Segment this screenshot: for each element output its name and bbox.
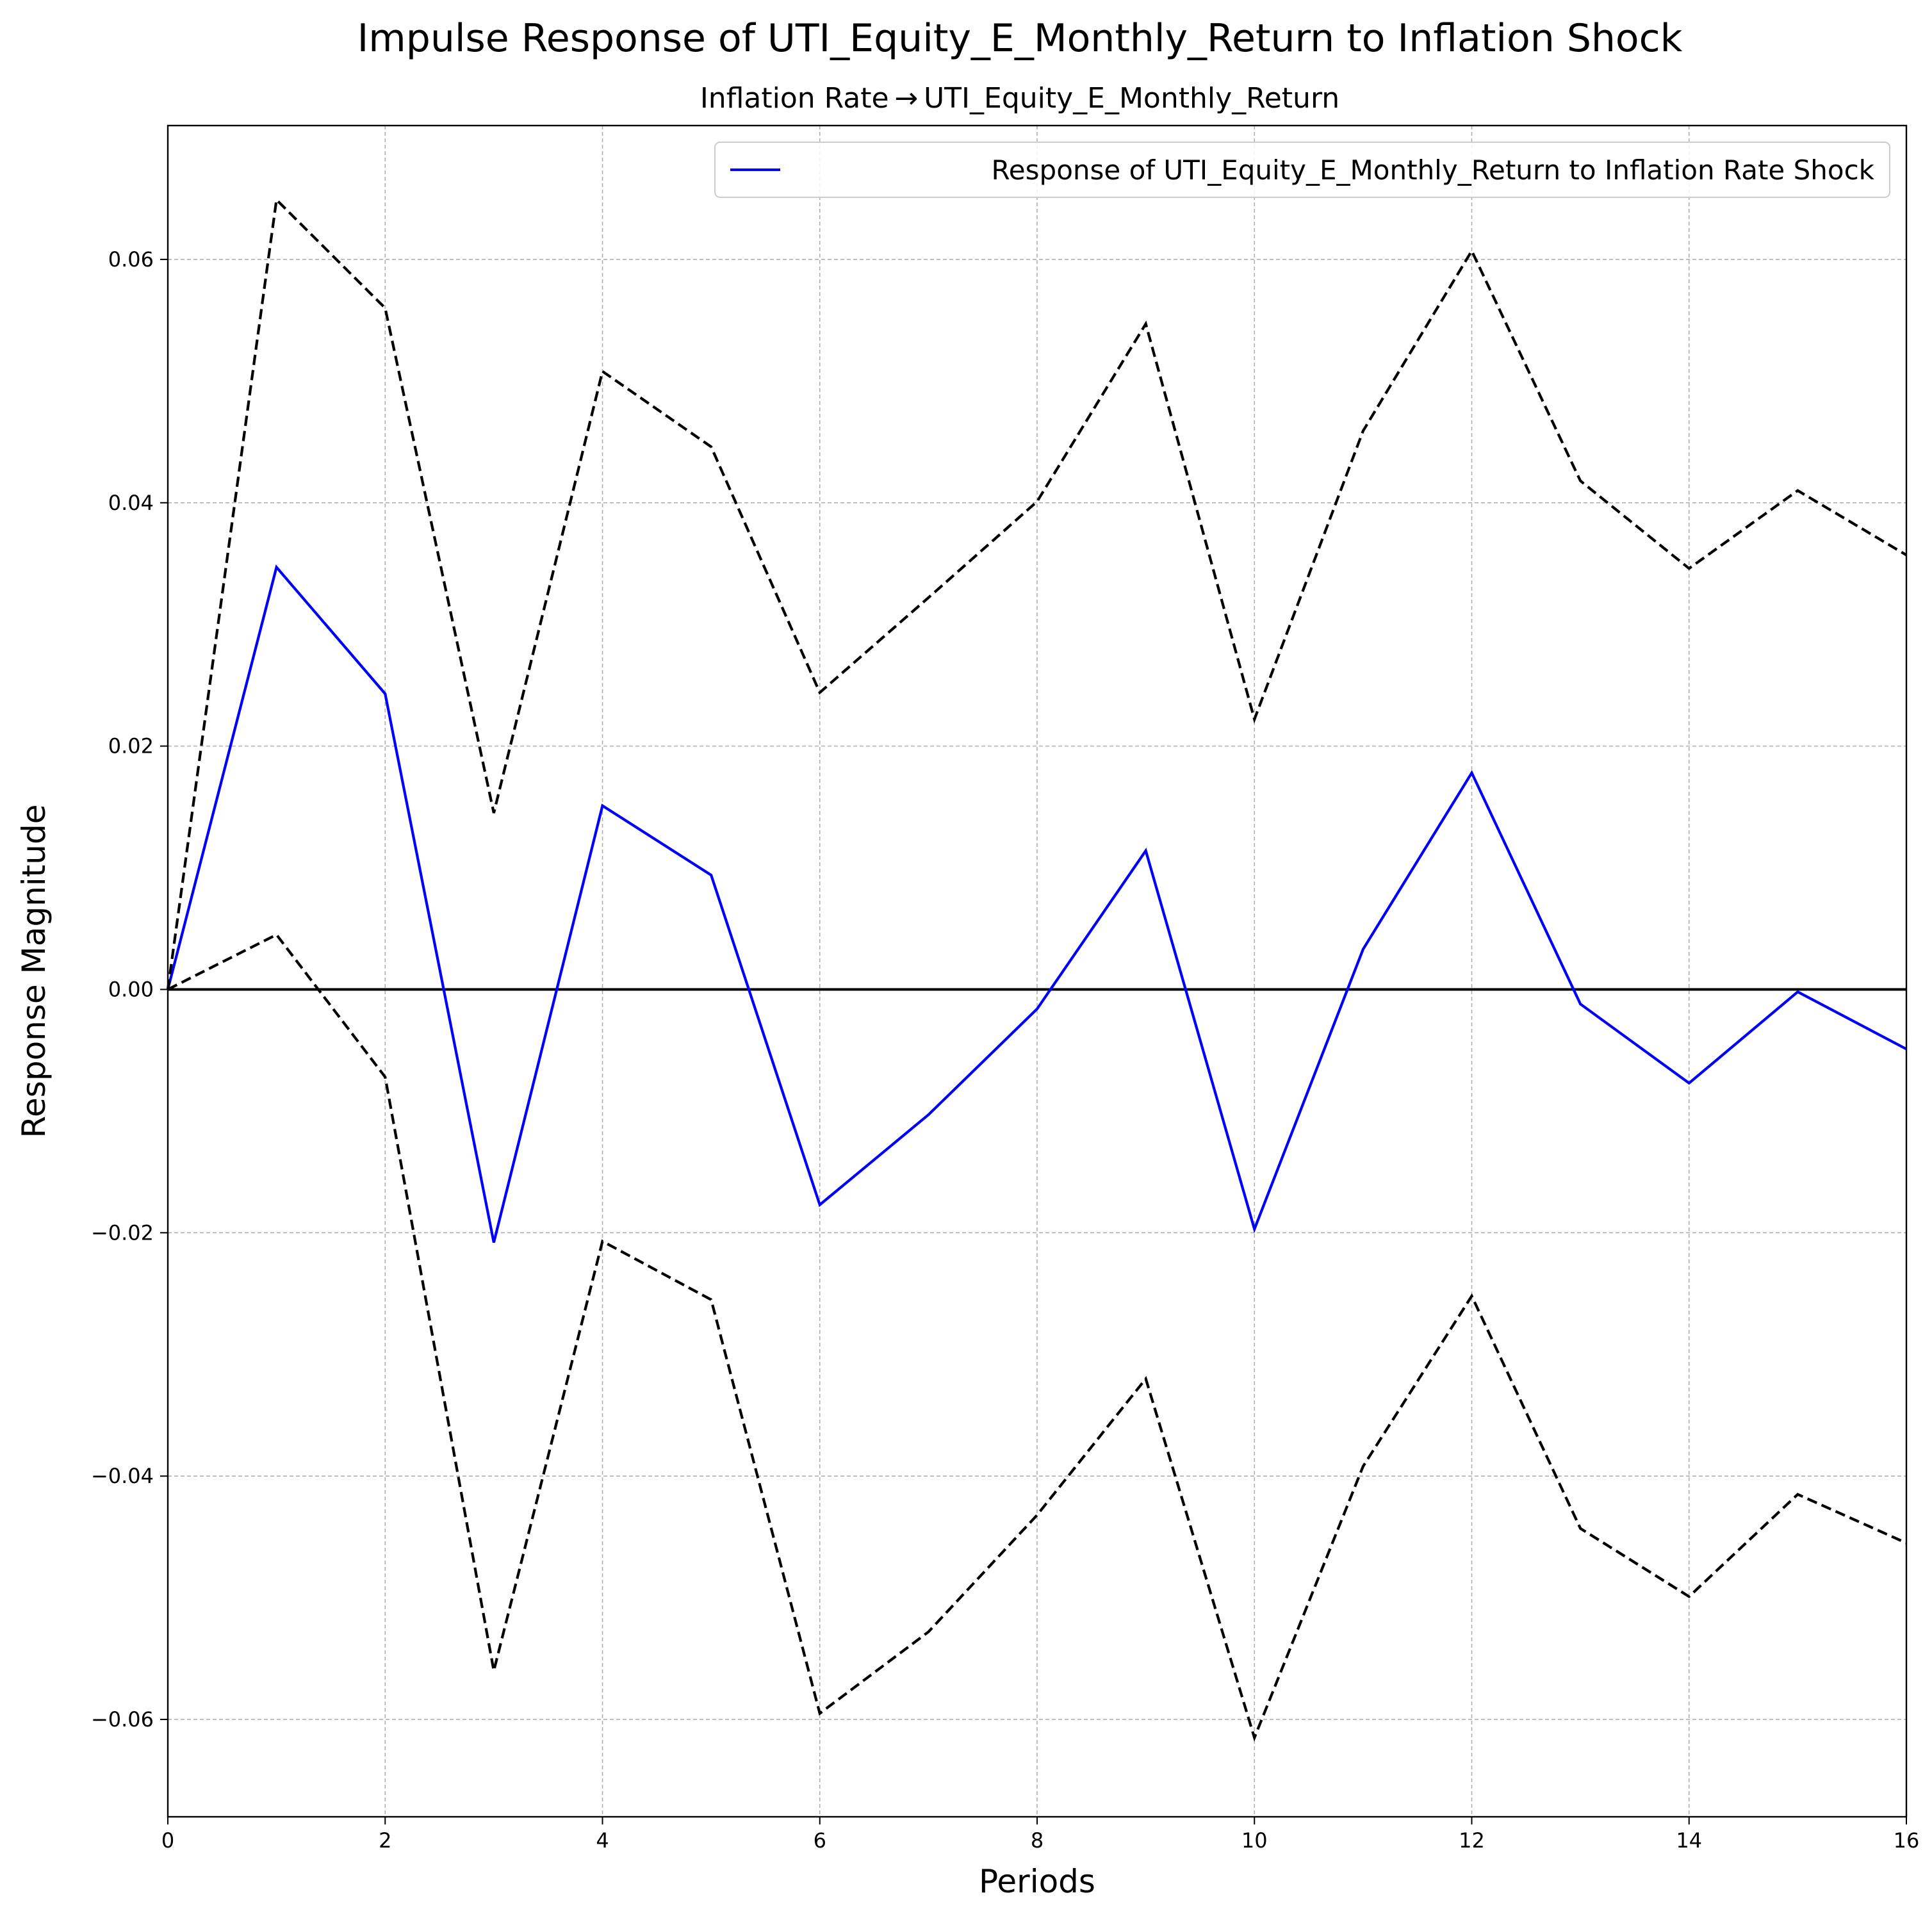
x-tick-label: 12	[1459, 1828, 1485, 1853]
x-tick-label: 10	[1241, 1828, 1268, 1853]
y-tick-label: 0.04	[108, 491, 154, 515]
legend: Response of UTI_Equity_E_Monthly_Return …	[714, 142, 1890, 198]
x-axis-label: Periods	[979, 1863, 1095, 1900]
x-tick-label: 2	[379, 1828, 391, 1853]
y-tick-label: −0.04	[91, 1464, 154, 1488]
x-tick-label: 4	[596, 1828, 609, 1853]
x-axis-ticks: 0 2 4 6 8 10 12 14 16	[161, 1817, 1920, 1853]
x-tick-label: 14	[1676, 1828, 1702, 1853]
series-response-line	[166, 564, 1907, 1243]
y-tick-label: 0.06	[108, 247, 154, 272]
y-axis-ticks: −0.06 −0.04 −0.02 0.00 0.02 0.04 0.06	[91, 247, 168, 1732]
series-lower-bound	[167, 933, 1907, 1742]
y-tick-label: 0.00	[108, 977, 154, 1001]
x-tick-label: 0	[161, 1828, 174, 1853]
legend-box	[714, 142, 1890, 198]
chart-title: Impulse Response of UTI_Equity_E_Monthly…	[357, 16, 1683, 61]
x-tick-label: 16	[1894, 1828, 1920, 1853]
y-tick-label: 0.02	[108, 734, 154, 758]
legend-label: Response of UTI_Equity_E_Monthly_Return …	[992, 154, 1875, 186]
series-upper-bound	[166, 197, 1908, 990]
y-tick-label: −0.02	[91, 1220, 154, 1245]
chart-subtitle: Inflation Rate → UTI_Equity_E_Monthly_Re…	[700, 82, 1339, 115]
series-layer	[166, 197, 1908, 1742]
y-axis-label: Response Magnitude	[15, 805, 53, 1138]
x-tick-label: 6	[814, 1828, 826, 1853]
y-tick-label: −0.06	[91, 1707, 154, 1732]
x-tick-label: 8	[1031, 1828, 1044, 1853]
